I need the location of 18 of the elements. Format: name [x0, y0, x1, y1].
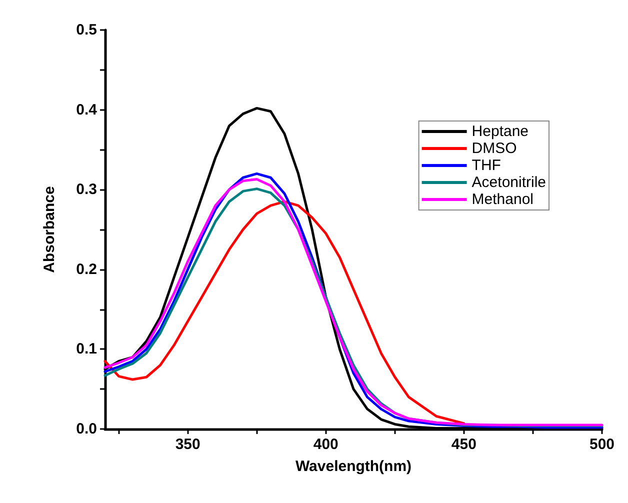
legend-label: DMSO	[472, 140, 517, 157]
legend-label: THF	[472, 157, 501, 174]
legend-label: Acetonitrile	[472, 174, 546, 191]
y-tick-label: 0.1	[76, 340, 97, 358]
legend-label: Heptane	[472, 123, 529, 140]
x-tick-label: 500	[589, 436, 615, 453]
y-axis-title: Absorbance	[41, 186, 58, 273]
x-tick-label: 450	[451, 436, 476, 453]
line-series	[104, 200, 466, 425]
y-tick-label: 0.3	[76, 181, 97, 198]
y-tick-label: 0.0	[76, 420, 97, 438]
x-tick-label: 400	[313, 436, 338, 453]
y-tick-label: 0.2	[76, 260, 97, 278]
x-tick-label: 350	[175, 436, 200, 453]
legend-label: Methanol	[472, 191, 534, 208]
x-axis-title: Wavelength(nm)	[295, 458, 412, 475]
y-tick-label: 0.5	[76, 22, 97, 38]
y-tick-label: 0.4	[76, 101, 98, 118]
